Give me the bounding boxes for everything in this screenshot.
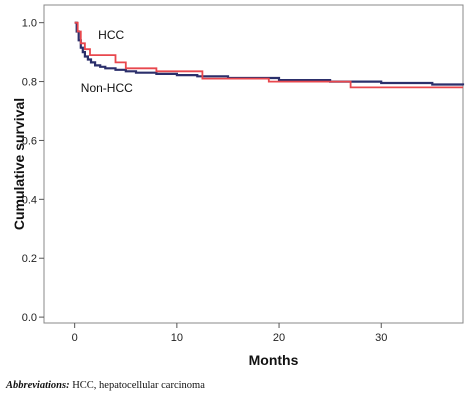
x-tick-label: 10 bbox=[171, 332, 183, 344]
caption-label: Abbreviations: bbox=[6, 380, 70, 391]
y-tick-label: 0.2 bbox=[22, 253, 37, 265]
series-annotation: HCC bbox=[98, 28, 124, 42]
series-annotation: Non-HCC bbox=[81, 81, 133, 95]
x-tick-label: 20 bbox=[273, 332, 285, 344]
plot-frame bbox=[43, 4, 464, 324]
series-line-non-hcc bbox=[74, 21, 465, 86]
survival-chart: 0.0 0.2 0.4 0.6 0.8 1.0 0 10 20 30 Months Cumulativ… bbox=[11, 4, 465, 368]
series-line-hcc bbox=[74, 21, 463, 89]
figure-caption: Abbreviations: HCC, hepatocellular carci… bbox=[6, 380, 205, 391]
y-tick-label: 0.0 bbox=[22, 312, 37, 324]
y-tick-label: 0.4 bbox=[22, 194, 37, 206]
y-tick-label: 1.0 bbox=[22, 18, 37, 30]
y-tick-label: 0.8 bbox=[22, 77, 37, 89]
caption-text: HCC, hepatocellular carcinoma bbox=[69, 380, 205, 391]
x-axis-label: Months bbox=[249, 352, 299, 368]
x-tick-label: 30 bbox=[375, 332, 387, 344]
y-axis-label: Cumulative survival bbox=[11, 98, 27, 230]
y-tick-label: 0.6 bbox=[22, 135, 37, 147]
x-tick-label: 0 bbox=[72, 332, 78, 344]
